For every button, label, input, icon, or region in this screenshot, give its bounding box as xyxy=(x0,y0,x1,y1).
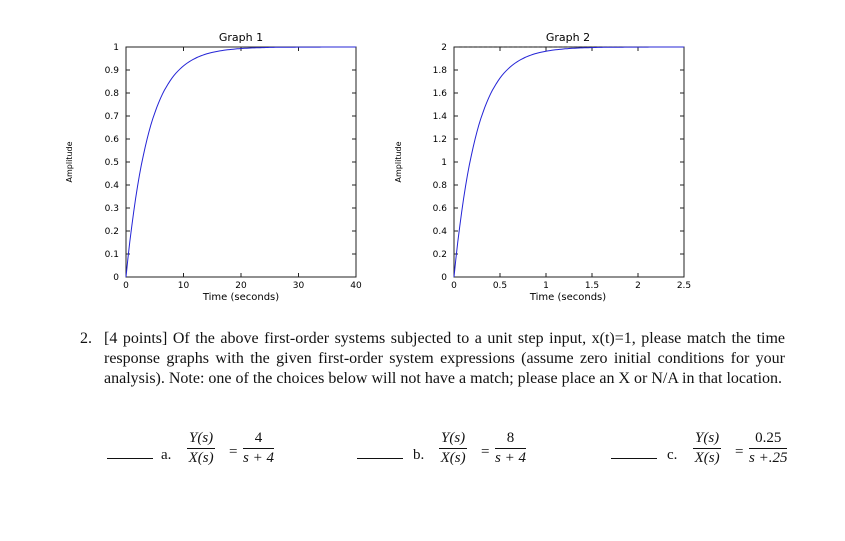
y-tick-label: 1.8 xyxy=(433,66,448,76)
x-tick-label: 2.5 xyxy=(677,281,691,291)
graph-1-xlabel: Time (seconds) xyxy=(202,292,279,303)
y-tick-label: 0.1 xyxy=(105,250,119,260)
y-tick-label: 0.9 xyxy=(105,66,120,76)
choice-a: a. Y(s) X(s) = 4 s + 4 xyxy=(107,430,287,478)
rhs-denominator: s +.25 xyxy=(749,450,788,466)
y-tick-label: 1 xyxy=(113,43,119,53)
y-tick-label: 0.4 xyxy=(433,227,448,237)
rhs-numerator: 8 xyxy=(495,430,526,449)
graph-1-title: Graph 1 xyxy=(219,31,263,44)
rhs-fraction: 4 s + 4 xyxy=(243,430,274,467)
choice-c: c. Y(s) X(s) = 0.25 s +.25 xyxy=(611,430,811,478)
x-tick-label: 10 xyxy=(178,281,190,291)
y-tick-label: 1.4 xyxy=(433,112,448,122)
answer-blank-c[interactable] xyxy=(611,458,657,459)
rhs-denominator: s + 4 xyxy=(243,450,274,466)
x-tick-label: 30 xyxy=(293,281,305,291)
x-tick-label: 0 xyxy=(123,281,129,291)
y-tick-label: 0.8 xyxy=(433,181,448,191)
y-tick-label: 1 xyxy=(441,158,447,168)
choice-b: b. Y(s) X(s) = 8 s + 4 xyxy=(357,430,537,478)
x-tick-label: 1 xyxy=(543,281,549,291)
lhs-numerator: Y(s) xyxy=(187,430,216,449)
y-tick-label: 0.6 xyxy=(433,204,448,214)
rhs-fraction: 8 s + 4 xyxy=(495,430,526,467)
x-tick-label: 0 xyxy=(451,281,457,291)
y-tick-label: 0 xyxy=(113,273,119,283)
rhs-denominator: s + 4 xyxy=(495,450,526,466)
y-tick-label: 1.6 xyxy=(433,89,448,99)
y-tick-label: 2 xyxy=(441,43,447,53)
x-tick-label: 1.5 xyxy=(585,281,599,291)
choice-letter: c. xyxy=(667,447,678,463)
equals-sign: = xyxy=(229,444,238,460)
graph-2-xlabel: Time (seconds) xyxy=(529,292,606,303)
problem-body: [4 points] Of the above first-order syst… xyxy=(104,330,785,387)
y-tick-label: 0.4 xyxy=(105,181,120,191)
graph-2-ylabel: Amplitude xyxy=(394,141,403,182)
graph-2-frame xyxy=(453,46,685,278)
lhs-numerator: Y(s) xyxy=(439,430,468,449)
y-tick-label: 0.5 xyxy=(105,158,119,168)
x-tick-label: 20 xyxy=(235,281,247,291)
y-tick-label: 1.2 xyxy=(433,135,447,145)
lhs-denominator: X(s) xyxy=(188,450,214,466)
y-tick-label: 0.8 xyxy=(105,89,120,99)
y-tick-label: 0.7 xyxy=(105,112,119,122)
rhs-fraction: 0.25 s +.25 xyxy=(749,430,788,467)
graph-1-frame xyxy=(125,46,357,278)
answer-blank-b[interactable] xyxy=(357,458,403,459)
choice-letter: a. xyxy=(161,447,172,463)
x-tick-label: 40 xyxy=(350,281,362,291)
y-tick-label: 0.6 xyxy=(105,135,120,145)
lhs-fraction: Y(s) X(s) xyxy=(439,430,468,467)
lhs-fraction: Y(s) X(s) xyxy=(187,430,216,467)
graph-1-response-curve xyxy=(125,46,356,278)
lhs-denominator: X(s) xyxy=(440,450,466,466)
graph-2-response-curve xyxy=(453,46,684,278)
rhs-numerator: 4 xyxy=(243,430,274,449)
equals-sign: = xyxy=(481,444,490,460)
lhs-denominator: X(s) xyxy=(694,450,720,466)
answer-blank-a[interactable] xyxy=(107,458,153,459)
y-tick-label: 0.2 xyxy=(105,227,119,237)
equals-sign: = xyxy=(735,444,744,460)
graph-2: Graph 2 Amplitude Time (seconds) 0 0.2 0.4… xyxy=(394,31,691,303)
x-tick-label: 0.5 xyxy=(493,281,507,291)
choice-letter: b. xyxy=(413,447,425,463)
y-tick-label: 0 xyxy=(441,273,447,283)
graphs-area: Graph 1 Amplitude Time (seconds) 0 0.1 0.2… xyxy=(65,31,691,303)
y-tick-label: 0.2 xyxy=(433,250,447,260)
x-tick-label: 2 xyxy=(635,281,641,291)
graph-2-title: Graph 2 xyxy=(546,31,590,44)
problem-statement: 2. [4 points] Of the above first-order s… xyxy=(80,329,785,389)
problem-number: 2. xyxy=(80,330,92,347)
graph-1: Graph 1 Amplitude Time (seconds) 0 0.1 0.2… xyxy=(65,31,362,303)
y-tick-label: 0.3 xyxy=(105,204,119,214)
lhs-fraction: Y(s) X(s) xyxy=(693,430,722,467)
rhs-numerator: 0.25 xyxy=(749,430,788,449)
lhs-numerator: Y(s) xyxy=(693,430,722,449)
graph-1-ylabel: Amplitude xyxy=(65,141,74,182)
